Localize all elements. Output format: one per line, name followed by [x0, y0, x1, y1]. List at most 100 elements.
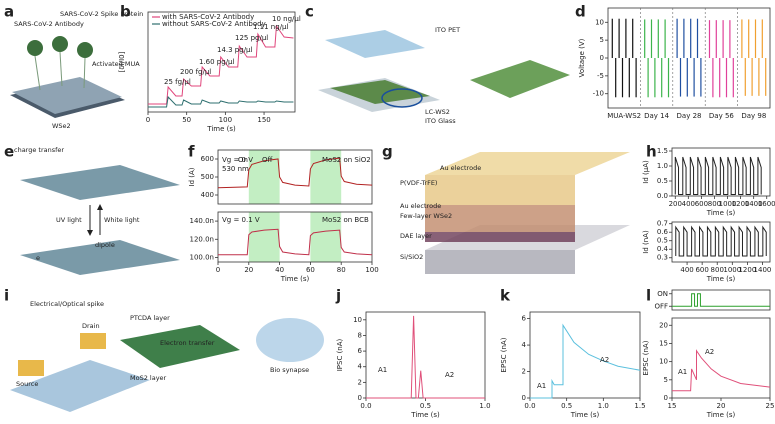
y-tick-label: 100.0n — [190, 253, 214, 261]
panel-label: e — [4, 143, 14, 161]
y-axis-label: Voltage (V) — [578, 38, 586, 77]
x-tick-label: 600 — [695, 266, 708, 274]
x-axis-label: Time (s) — [280, 275, 310, 283]
legend-label: with SARS-CoV-2 Antibody — [162, 13, 254, 21]
illustration-g: Au electrode P(VDF-TrFE) Au electrode Fe… — [400, 152, 630, 274]
y-tick-label: 1.5 — [657, 147, 668, 155]
ws2-layer — [330, 80, 430, 104]
x-tick-label: 1400 — [745, 200, 763, 208]
category-label: Day 14 — [644, 112, 670, 120]
illustration-label: Bio synapse — [270, 366, 309, 374]
x-tick-label: 25 — [766, 402, 775, 410]
illustration-label: WSe2 — [52, 122, 71, 130]
y-tick-label: 10 — [595, 18, 604, 26]
zoom-circle — [381, 88, 423, 108]
y-tick-label: 0.6 — [657, 228, 669, 236]
dae-layer — [425, 232, 575, 242]
panel-label: i — [4, 287, 9, 305]
x-tick-label: 60 — [306, 266, 315, 274]
plot-frame — [365, 311, 486, 399]
plot-frame — [671, 147, 771, 197]
substrate — [425, 250, 575, 274]
illustration-label: ITO Glass — [425, 117, 456, 125]
x-tick-label: 800 — [711, 266, 724, 274]
plot-frame — [147, 11, 296, 113]
x-tick-label: 600 — [695, 200, 708, 208]
x-tick-label: 1200 — [738, 266, 756, 274]
x-tick-label: 0.5 — [420, 402, 431, 410]
y-tick-label: OFF — [654, 302, 668, 310]
illustration-label: Electrical/Optical spike — [30, 300, 104, 308]
series-line — [675, 225, 767, 257]
annotation: A1 — [378, 366, 387, 374]
x-tick-label: 80 — [337, 266, 346, 274]
x-tick-label: 20 — [244, 266, 253, 274]
y-tick-label: 1.0 — [657, 162, 668, 170]
illustration-label: PTCDA layer — [130, 314, 170, 322]
lattice — [20, 240, 180, 275]
x-tick-label: 100 — [365, 266, 378, 274]
series-line — [148, 95, 294, 108]
x-tick-label: 100 — [219, 116, 232, 124]
y-axis-label: [δI/I0] — [118, 51, 126, 72]
y-tick-label: 0 — [358, 394, 362, 402]
annotation: 14.3 pg/μl — [217, 46, 253, 54]
x-axis-label: Time (s) — [706, 411, 736, 419]
x-tick-label: 1.0 — [479, 402, 490, 410]
illustration-label: P(VDF-TrFE) — [400, 179, 437, 187]
y-tick-label: 4 — [358, 363, 363, 371]
y-tick-label: ON — [657, 290, 668, 298]
illustration-i: Electrical/Optical spike PTCDA layer Ele… — [10, 300, 324, 412]
y-tick-label: 0.3 — [657, 254, 668, 262]
y-tick-label: 140.0n — [190, 217, 214, 225]
annotation: MoS2 on SiO2 — [322, 156, 371, 164]
y-tick-label: 10 — [659, 358, 668, 366]
illustration-e: charge transfer UV light White light dip… — [14, 146, 180, 275]
annotation: A1 — [537, 382, 546, 390]
synapse — [256, 318, 324, 362]
x-tick-label: 1000 — [719, 200, 737, 208]
plot-frame — [217, 211, 373, 263]
plot-frame — [671, 317, 771, 399]
x-tick-label: 150 — [257, 116, 270, 124]
panel-label: f — [188, 143, 195, 161]
y-tick-label: 500 — [201, 173, 214, 181]
x-axis-label: Time (s) — [706, 209, 736, 217]
illustration-label: Au electrode — [440, 164, 481, 172]
panel-label: b — [120, 3, 131, 21]
x-tick-label: 1400 — [754, 266, 772, 274]
illustration-label: SARS-CoV-2 Antibody — [14, 20, 84, 28]
y-axis-label: Id (nA) — [642, 230, 650, 254]
pet-layer — [325, 30, 425, 58]
x-tick-label: 1.0 — [598, 402, 609, 410]
antibody — [52, 36, 68, 52]
illustration-c: ITO PET LC-WS2 ITO Glass — [318, 26, 570, 125]
y-tick-label: -5 — [597, 72, 604, 80]
series-line — [148, 24, 294, 105]
shade-band — [248, 212, 280, 262]
x-tick-label: 1200 — [732, 200, 750, 208]
x-tick-label: 200 — [669, 200, 682, 208]
x-tick-label: 800 — [708, 200, 721, 208]
y-tick-label: 10 — [353, 316, 362, 324]
panel-label: a — [4, 3, 14, 21]
series-line — [674, 156, 762, 195]
x-tick-label: 0.0 — [360, 402, 371, 410]
zoom-lattice — [470, 60, 570, 98]
y-tick-label: 0 — [664, 394, 668, 402]
annotation: 1.11 ng/μl — [253, 23, 289, 31]
pvdf-layer — [425, 175, 575, 205]
y-tick-label: 5 — [664, 376, 668, 384]
series-line — [218, 228, 373, 256]
y-tick-label: 5 — [600, 36, 604, 44]
electrode-top — [425, 152, 630, 175]
annotation: A2 — [445, 371, 454, 379]
annotation: 125 pg/μl — [235, 34, 268, 42]
x-tick-label: 1.5 — [634, 402, 645, 410]
illustration-label: White light — [104, 216, 140, 224]
annotation: Vg = 0 V — [222, 156, 253, 164]
category-label: Day 28 — [677, 112, 702, 120]
x-tick-label: 0 — [146, 116, 150, 124]
illustration-label: Few-layer WSe2 — [400, 212, 452, 220]
